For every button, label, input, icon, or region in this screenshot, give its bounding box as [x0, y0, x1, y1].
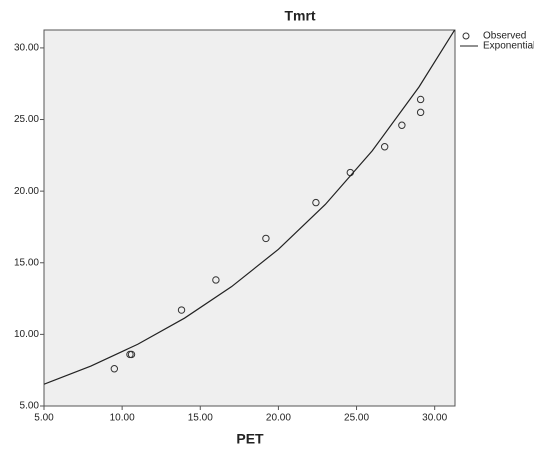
plot-area — [43, 29, 456, 407]
x-tick-label: 25.00 — [344, 413, 369, 424]
data-point — [127, 350, 136, 359]
data-point — [380, 143, 389, 151]
chart-title: Tmrt — [284, 8, 315, 24]
data-point — [110, 365, 119, 373]
data-point — [398, 121, 406, 129]
y-tick-label: 10.00 — [14, 329, 39, 340]
data-point — [262, 234, 270, 243]
data-point — [212, 276, 220, 284]
x-tick-label: 15.00 — [188, 413, 213, 424]
y-tick-label: 15.00 — [14, 257, 39, 268]
x-tick-label: 30.00 — [422, 413, 447, 424]
legend-label: Observed — [483, 31, 526, 42]
y-tick-label: 20.00 — [14, 186, 39, 197]
legend-symbol — [462, 32, 470, 40]
x-axis-title: PET — [236, 431, 264, 447]
x-tick-label: 10.00 — [110, 413, 135, 424]
data-point — [312, 198, 320, 207]
y-tick-label: 25.00 — [14, 114, 39, 125]
data-point — [177, 306, 186, 314]
x-tick-label: 5.00 — [34, 413, 54, 424]
legend-label: Exponential — [483, 41, 534, 52]
x-tick-label: 20.00 — [266, 413, 291, 424]
fit-line — [44, 30, 455, 385]
y-tick-label: 5.00 — [20, 401, 40, 412]
data-point — [416, 108, 425, 117]
data-point — [416, 95, 425, 104]
y-tick-label: 30.00 — [14, 43, 39, 54]
